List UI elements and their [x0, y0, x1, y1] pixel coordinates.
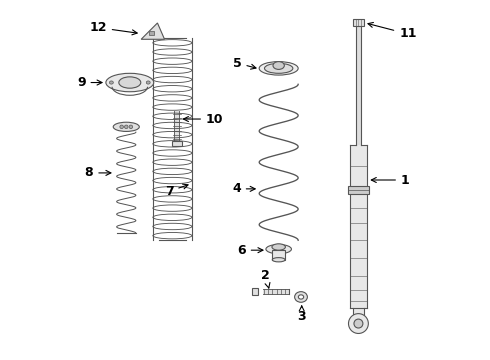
Bar	[172, 141, 182, 146]
Text: 12: 12	[89, 21, 137, 35]
Ellipse shape	[106, 73, 154, 92]
Ellipse shape	[109, 81, 113, 84]
Bar	[348, 186, 368, 194]
Bar	[272, 250, 285, 260]
Ellipse shape	[273, 62, 284, 69]
Ellipse shape	[265, 63, 293, 73]
Ellipse shape	[298, 295, 304, 299]
Ellipse shape	[259, 62, 298, 75]
Ellipse shape	[272, 258, 285, 262]
Text: 4: 4	[232, 183, 255, 195]
Text: 2: 2	[261, 269, 270, 288]
Bar	[252, 288, 258, 295]
Circle shape	[120, 125, 123, 129]
Ellipse shape	[119, 77, 141, 88]
Text: 3: 3	[297, 306, 306, 323]
Text: 10: 10	[183, 113, 223, 126]
Text: 8: 8	[85, 166, 111, 179]
Ellipse shape	[272, 244, 285, 250]
Text: 9: 9	[77, 76, 102, 89]
Text: 5: 5	[233, 57, 256, 69]
Ellipse shape	[294, 292, 307, 302]
Text: 7: 7	[165, 184, 188, 198]
Circle shape	[348, 314, 368, 333]
Circle shape	[124, 125, 128, 129]
Ellipse shape	[147, 81, 150, 84]
Polygon shape	[141, 23, 165, 39]
Ellipse shape	[113, 122, 139, 131]
Bar	[149, 31, 153, 35]
Text: 11: 11	[368, 22, 416, 40]
Ellipse shape	[266, 244, 292, 254]
Bar	[353, 19, 364, 26]
Text: 6: 6	[237, 244, 263, 257]
Circle shape	[354, 319, 363, 328]
Circle shape	[129, 125, 133, 129]
Text: 1: 1	[371, 174, 410, 186]
